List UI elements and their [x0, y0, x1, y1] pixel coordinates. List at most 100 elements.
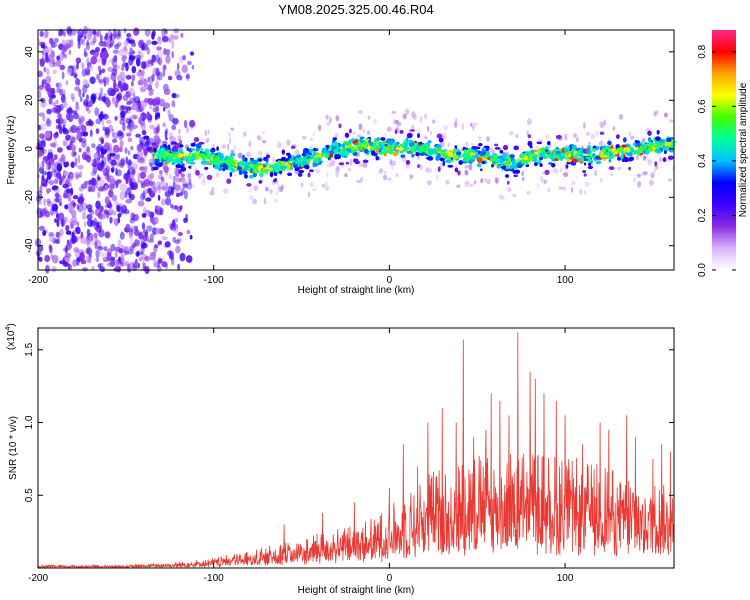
- spectrogram-cell: [163, 88, 171, 96]
- snr-y-tick-label: 1.0: [24, 415, 35, 429]
- spectrogram-cell: [156, 98, 161, 106]
- spectrogram-cell: [548, 162, 553, 165]
- spectrogram-cell: [134, 258, 138, 265]
- spectrogram-cell: [88, 186, 93, 193]
- spectrogram-cell: [58, 53, 64, 62]
- spectrogram-cell: [328, 150, 335, 154]
- spectrogram-cell: [49, 87, 56, 96]
- spectrogram-cell: [335, 170, 339, 178]
- spectrogram-cell: [121, 54, 127, 63]
- spectrogram-cell: [43, 157, 48, 163]
- spectrogram-cell: [154, 106, 160, 115]
- spectrogram-cell: [83, 221, 87, 227]
- spectrogram-x-tick-label: -100: [204, 275, 224, 286]
- spectrogram-cell: [571, 148, 575, 153]
- spectrogram-cell: [64, 252, 67, 260]
- spectrogram-cell: [65, 181, 70, 186]
- spectrogram-cell: [170, 251, 175, 261]
- spectrogram-cell: [336, 154, 341, 160]
- spectrogram-cell: [40, 208, 47, 217]
- spectrogram-cell: [208, 160, 214, 164]
- spectrogram-cell: [149, 142, 154, 148]
- spectrogram-cell: [129, 232, 133, 239]
- spectrogram-cell: [175, 223, 179, 229]
- spectrogram-cell: [373, 139, 377, 145]
- spectrogram-cell: [139, 171, 147, 179]
- spectrogram-cell: [59, 88, 63, 96]
- spectrogram-cell: [89, 129, 93, 138]
- spectrogram-cell: [111, 128, 115, 137]
- spectrogram-cell: [637, 142, 641, 148]
- spectrogram-cell: [77, 164, 84, 170]
- spectrogram-cell: [163, 185, 169, 192]
- spectrogram-cell: [143, 147, 149, 156]
- spectrogram-cell: [65, 224, 70, 232]
- spectrogram-cell: [116, 258, 122, 266]
- snr-y-tick-label: 0.5: [24, 488, 35, 502]
- spectrogram-cell: [384, 170, 387, 177]
- spectrogram-cell: [496, 164, 501, 169]
- spectrogram-cell: [195, 155, 200, 160]
- spectrogram-cell: [40, 148, 47, 155]
- spectrogram-cell: [190, 161, 196, 165]
- spectrogram-cell: [174, 187, 179, 194]
- spectrogram-cell: [87, 109, 91, 114]
- spectrogram-cell: [442, 132, 447, 140]
- spectrogram-cell: [130, 212, 135, 221]
- spectrogram-cell: [273, 179, 277, 183]
- spectrogram-cell: [388, 140, 394, 146]
- spectrogram-cell: [329, 145, 332, 150]
- spectrogram-cell: [214, 157, 220, 162]
- spectrogram-cell: [62, 124, 66, 133]
- spectrogram-cell: [91, 143, 96, 149]
- spectrogram-cell: [93, 232, 98, 239]
- spectrogram-cell: [62, 183, 69, 189]
- spectrogram-cell: [52, 102, 56, 107]
- figure-title: YM08.2025.325.00.46.R04: [278, 2, 433, 17]
- spectrogram-cell: [353, 149, 358, 152]
- spectrogram-cell: [594, 169, 598, 177]
- spectrogram-cell: [80, 116, 85, 122]
- spectrogram-cell: [664, 112, 668, 118]
- spectrogram-cell: [406, 132, 413, 139]
- spectrogram-cell: [94, 241, 98, 250]
- spectrogram-cell: [174, 205, 178, 210]
- spectrogram-cell: [455, 117, 458, 124]
- spectrogram-cell: [291, 145, 296, 149]
- spectrogram-cell: [344, 173, 348, 178]
- spectrogram-cell: [164, 190, 172, 198]
- spectrogram-cell: [98, 221, 103, 230]
- spectrogram-cell: [248, 161, 253, 166]
- spectrogram-cell: [620, 155, 624, 160]
- spectrogram-cell: [514, 169, 520, 174]
- spectrogram-cell: [483, 177, 488, 182]
- spectrogram-cell: [72, 202, 77, 207]
- spectrogram-cell: [204, 130, 207, 137]
- spectrogram-cell: [119, 231, 125, 240]
- spectrogram-cell: [229, 137, 232, 145]
- spectrogram-cell: [45, 119, 52, 127]
- spectrogram-cell: [129, 237, 134, 245]
- spectrogram-cell: [265, 186, 269, 192]
- spectrogram-cell: [445, 180, 450, 185]
- spectrogram-cell: [310, 182, 314, 188]
- spectrogram-cell: [171, 141, 177, 144]
- spectrogram-cell: [53, 169, 57, 178]
- spectrogram-cell: [45, 83, 51, 92]
- spectrogram-cell: [583, 173, 587, 177]
- spectrogram-cell: [623, 156, 629, 162]
- spectrogram-cell: [110, 243, 116, 252]
- spectrogram-cell: [79, 96, 83, 102]
- spectrogram-cell: [276, 190, 278, 196]
- spectrogram-cell: [55, 210, 59, 215]
- spectrogram-cell: [106, 262, 112, 267]
- spectrogram-cell: [423, 135, 429, 140]
- spectrogram-cell: [182, 55, 186, 61]
- spectrogram-cell: [468, 148, 473, 154]
- spectrogram-cell: [362, 162, 368, 168]
- spectrogram-cell: [362, 159, 369, 163]
- spectrogram-cell: [556, 135, 562, 140]
- spectrogram-cell: [172, 175, 177, 182]
- spectrogram-cell: [109, 58, 113, 64]
- spectrogram-cell: [437, 166, 441, 172]
